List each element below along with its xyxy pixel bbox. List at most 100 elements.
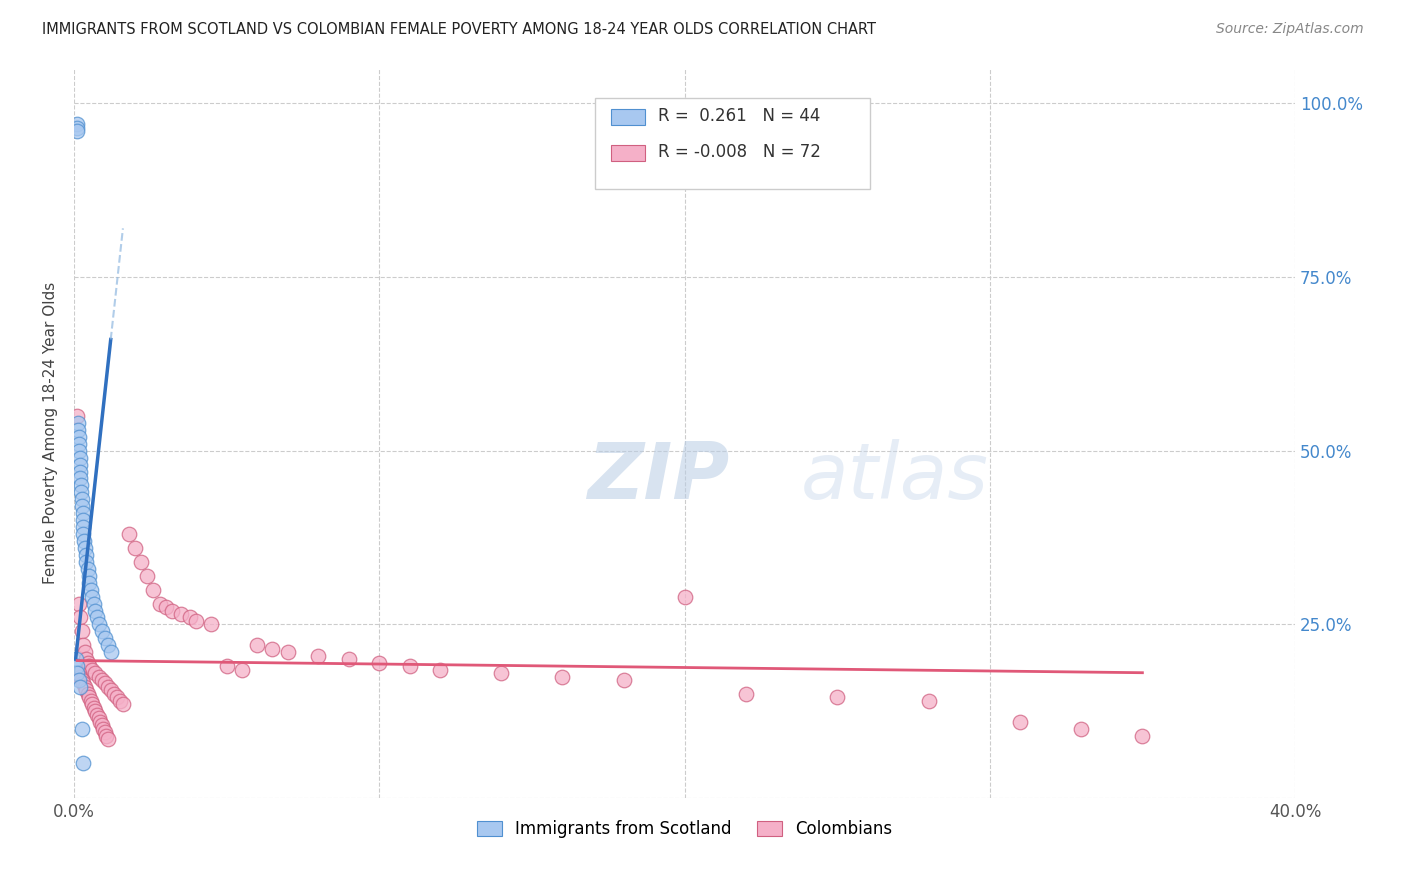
Point [91, 722, 114, 736]
Point [73, 680, 96, 694]
Text: R = -0.008   N = 72: R = -0.008 N = 72 [658, 144, 821, 161]
Point [551, 669, 574, 683]
Point [76, 562, 98, 576]
Point [65, 659, 87, 673]
Point [1132, 729, 1154, 743]
Point [73, 541, 96, 555]
Point [75, 652, 97, 666]
Point [70, 500, 93, 514]
Point [155, 600, 177, 615]
Point [94, 729, 117, 743]
Point [69, 669, 91, 683]
Point [69, 610, 91, 624]
Point [170, 607, 193, 621]
Point [200, 617, 222, 632]
Text: R =  0.261   N = 44: R = 0.261 N = 44 [658, 107, 820, 125]
Legend: Immigrants from Scotland, Colombians: Immigrants from Scotland, Colombians [470, 814, 898, 845]
Point [76, 687, 98, 701]
Point [69, 458, 91, 472]
Point [491, 666, 513, 681]
FancyBboxPatch shape [612, 145, 645, 161]
Point [93, 632, 115, 646]
Text: Source: ZipAtlas.com: Source: ZipAtlas.com [1216, 22, 1364, 37]
Point [70, 722, 93, 736]
Point [67, 443, 90, 458]
Point [105, 690, 128, 705]
Point [186, 614, 208, 628]
Point [84, 666, 107, 681]
Point [97, 680, 120, 694]
FancyBboxPatch shape [612, 109, 645, 125]
Point [83, 597, 105, 611]
Point [72, 527, 94, 541]
Point [87, 617, 110, 632]
Point [136, 568, 159, 582]
Point [66, 120, 89, 135]
Point [1070, 722, 1092, 736]
Point [73, 645, 96, 659]
Point [87, 711, 110, 725]
Point [66, 416, 89, 430]
Point [80, 582, 103, 597]
Point [89, 714, 111, 729]
Point [108, 694, 131, 708]
Point [825, 690, 848, 705]
Point [90, 718, 112, 732]
Point [82, 698, 104, 712]
Point [72, 676, 94, 690]
Point [231, 663, 253, 677]
Y-axis label: Female Poverty Among 18-24 Year Olds: Female Poverty Among 18-24 Year Olds [44, 282, 58, 584]
Point [86, 707, 108, 722]
Point [398, 659, 420, 673]
Point [337, 652, 360, 666]
Point [277, 645, 299, 659]
Point [69, 478, 91, 492]
Point [148, 597, 170, 611]
Point [93, 725, 115, 739]
Point [69, 471, 91, 485]
Point [69, 465, 91, 479]
Point [124, 541, 146, 555]
Point [69, 450, 91, 465]
Point [142, 582, 165, 597]
Text: atlas: atlas [800, 439, 988, 515]
Point [67, 436, 90, 450]
Point [82, 663, 104, 677]
Point [673, 590, 696, 604]
Point [103, 687, 125, 701]
Point [87, 669, 110, 683]
Point [1010, 714, 1032, 729]
Point [100, 683, 122, 698]
Point [66, 423, 89, 437]
Text: ZIP: ZIP [586, 439, 730, 515]
Point [118, 527, 141, 541]
Point [86, 610, 108, 624]
Point [70, 624, 93, 639]
Point [75, 548, 97, 562]
Point [66, 409, 89, 423]
Point [67, 597, 90, 611]
Point [79, 659, 101, 673]
Point [84, 704, 107, 718]
Point [90, 624, 112, 639]
Point [72, 513, 94, 527]
Point [368, 656, 391, 670]
Point [262, 641, 284, 656]
Point [307, 648, 329, 663]
Point [100, 645, 122, 659]
Point [129, 555, 152, 569]
Point [70, 492, 93, 507]
Point [65, 652, 87, 666]
Point [67, 666, 90, 681]
Point [93, 676, 115, 690]
FancyBboxPatch shape [595, 98, 870, 189]
Point [90, 673, 112, 687]
Point [97, 732, 120, 747]
Point [72, 520, 94, 534]
Point [246, 638, 269, 652]
Point [77, 568, 100, 582]
Point [80, 694, 103, 708]
Point [84, 603, 107, 617]
Point [97, 638, 120, 652]
Point [70, 673, 93, 687]
